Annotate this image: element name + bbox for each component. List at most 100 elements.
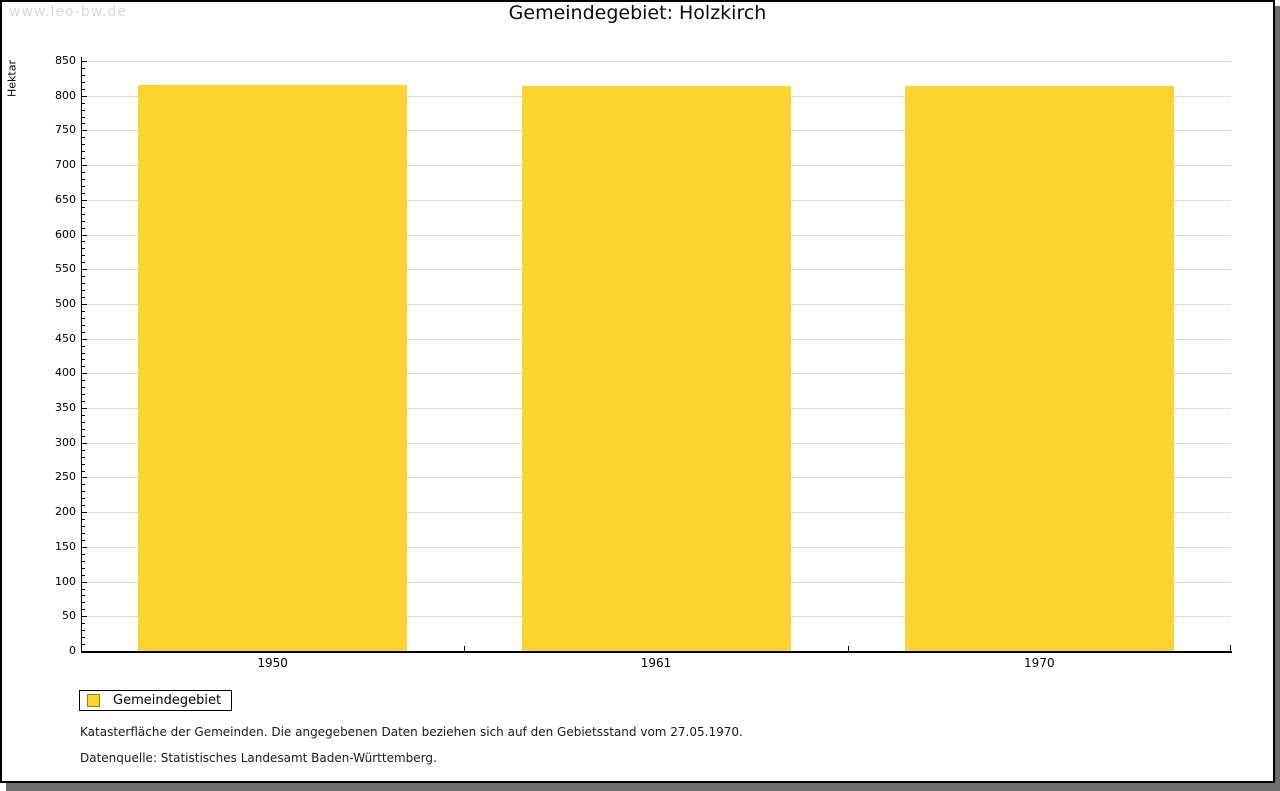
y-minor-tick xyxy=(82,595,85,597)
y-major-tick xyxy=(82,373,87,375)
y-minor-tick xyxy=(82,283,85,285)
y-minor-tick xyxy=(82,67,85,69)
y-minor-tick xyxy=(82,290,85,292)
y-major-tick xyxy=(82,303,87,305)
y-major-tick xyxy=(82,199,87,201)
y-major-tick xyxy=(82,95,87,97)
y-minor-tick xyxy=(82,637,85,639)
legend: Gemeindegebiet xyxy=(79,690,232,711)
bar xyxy=(138,85,408,651)
y-minor-tick xyxy=(82,644,85,646)
y-minor-tick xyxy=(82,519,85,521)
y-major-tick xyxy=(82,442,87,444)
y-minor-tick xyxy=(82,394,85,396)
y-minor-tick xyxy=(82,310,85,312)
y-minor-tick xyxy=(82,359,85,361)
x-tick-label: 1950 xyxy=(257,656,288,670)
y-axis-line xyxy=(81,57,82,653)
y-minor-tick xyxy=(82,158,85,160)
bar xyxy=(904,85,1174,651)
y-minor-tick xyxy=(82,602,85,604)
y-minor-tick xyxy=(82,324,85,326)
y-minor-tick xyxy=(82,179,85,180)
y-minor-tick xyxy=(82,526,85,528)
y-minor-tick xyxy=(82,297,85,298)
y-major-tick xyxy=(82,408,87,410)
x-end-tick xyxy=(1230,645,1231,651)
y-minor-tick xyxy=(82,387,85,389)
y-minor-tick xyxy=(82,151,85,153)
y-major-tick xyxy=(82,130,87,132)
y-minor-tick xyxy=(82,574,85,576)
y-tick-label: 550 xyxy=(55,262,76,276)
y-minor-tick xyxy=(82,241,85,243)
y-minor-tick xyxy=(82,428,85,430)
y-tick-label: 300 xyxy=(55,435,76,449)
y-minor-tick xyxy=(82,491,85,493)
y-minor-tick xyxy=(82,539,85,541)
y-major-tick xyxy=(82,512,87,514)
y-major-tick xyxy=(82,546,87,548)
y-minor-tick xyxy=(82,74,85,76)
y-minor-tick xyxy=(82,498,85,500)
y-minor-tick xyxy=(82,533,85,534)
y-minor-tick xyxy=(82,137,85,139)
y-minor-tick xyxy=(82,505,85,507)
y-minor-tick xyxy=(82,560,85,562)
y-minor-tick xyxy=(82,380,85,382)
y-minor-tick xyxy=(82,345,85,347)
watermark: www.leo-bw.de xyxy=(9,4,127,20)
y-major-tick xyxy=(82,61,87,62)
y-tick-label: 200 xyxy=(55,505,76,519)
y-tick-label: 750 xyxy=(55,123,76,137)
y-minor-tick xyxy=(82,109,85,111)
y-minor-tick xyxy=(82,484,85,486)
y-minor-tick xyxy=(82,123,85,125)
y-tick-label: 250 xyxy=(55,470,76,484)
y-tick-label: 500 xyxy=(55,296,76,310)
window-shadow-bottom xyxy=(6,783,1280,791)
y-minor-tick xyxy=(82,435,85,437)
y-minor-tick xyxy=(82,456,85,458)
y-minor-tick xyxy=(82,463,85,465)
y-minor-tick xyxy=(82,609,85,611)
y-tick-label: 100 xyxy=(55,574,76,588)
y-minor-tick xyxy=(82,366,85,368)
y-tick-label: 0 xyxy=(69,644,76,657)
y-minor-tick xyxy=(82,470,85,472)
y-minor-tick xyxy=(82,588,85,590)
y-tick-label: 350 xyxy=(55,401,76,415)
y-minor-tick xyxy=(82,192,85,194)
y-minor-tick xyxy=(82,144,85,146)
y-minor-tick xyxy=(82,449,85,451)
y-minor-tick xyxy=(82,206,85,208)
chart-title: Gemeindegebiet: Holzkirch xyxy=(508,2,767,24)
y-minor-tick xyxy=(82,276,85,278)
y-tick-label: 650 xyxy=(55,192,76,206)
y-minor-tick xyxy=(82,623,85,625)
y-major-tick xyxy=(82,338,87,340)
y-tick-label: 800 xyxy=(55,88,76,102)
window-shadow-right xyxy=(1275,6,1280,791)
y-major-tick xyxy=(82,165,87,167)
y-minor-tick xyxy=(82,172,85,174)
y-minor-tick xyxy=(82,352,85,354)
x-tick-label: 1961 xyxy=(640,656,672,670)
x-boundary-tick xyxy=(464,646,466,651)
gridline xyxy=(81,61,1231,62)
y-tick-label: 850 xyxy=(55,54,76,67)
y-minor-tick xyxy=(82,630,85,632)
x-tick-label: 1970 xyxy=(1024,656,1055,670)
y-major-tick xyxy=(82,477,87,479)
y-minor-tick xyxy=(82,102,85,104)
y-tick-label: 600 xyxy=(55,227,76,241)
y-major-tick xyxy=(82,616,87,618)
footnote-line-1: Katasterfläche der Gemeinden. Die angege… xyxy=(80,725,743,739)
legend-swatch-icon xyxy=(87,694,100,707)
x-boundary-tick xyxy=(847,646,849,651)
y-tick-label: 50 xyxy=(62,609,76,623)
y-major-tick xyxy=(82,581,87,583)
y-minor-tick xyxy=(82,262,85,264)
